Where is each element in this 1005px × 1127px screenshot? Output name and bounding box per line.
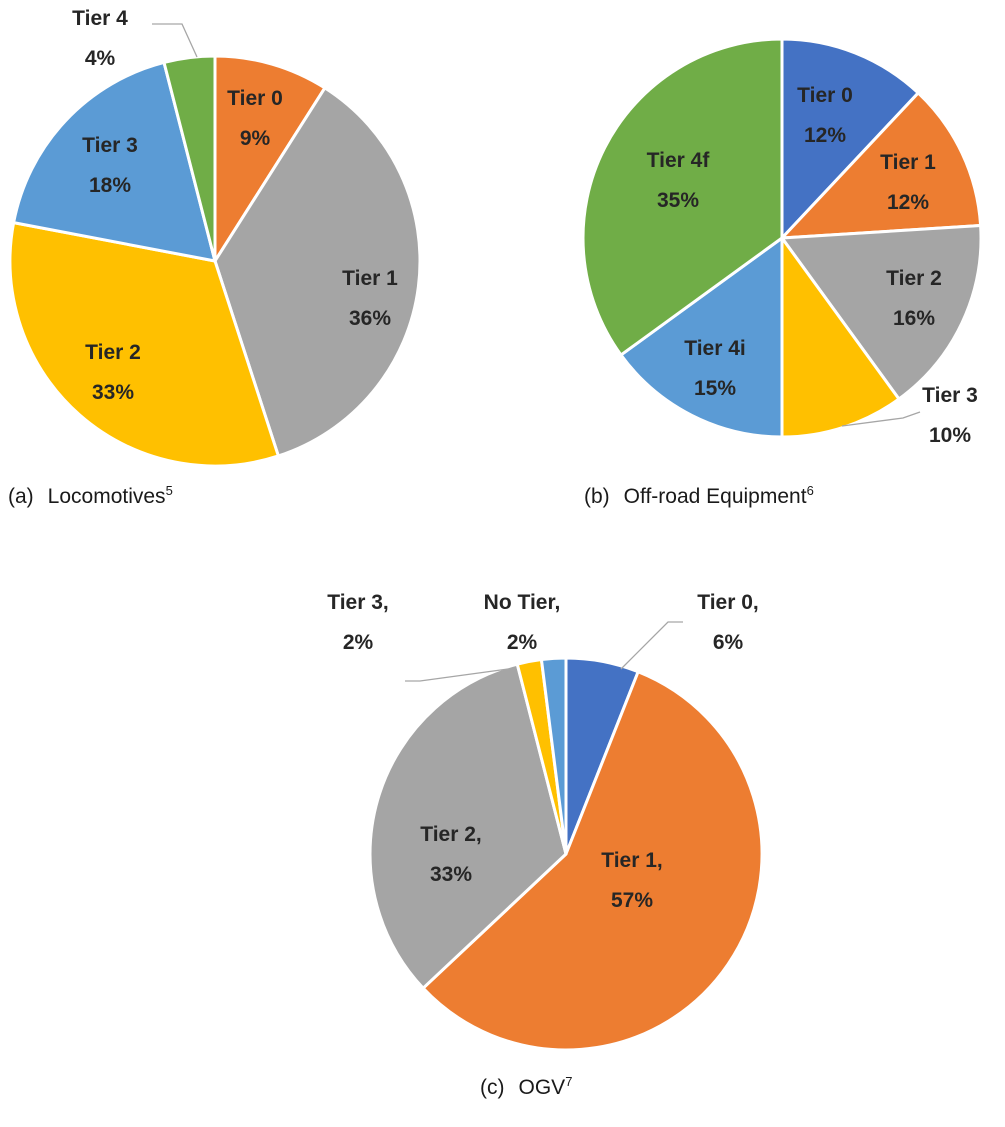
leader-line-tier-4 xyxy=(152,23,198,58)
caption-locomotives: (a) Locomotives5 xyxy=(8,483,173,509)
leader-line-tier-3 xyxy=(405,668,509,682)
slice-label-percent: 12% xyxy=(804,124,846,147)
slice-label-tier-0: Tier 0 12% xyxy=(797,84,853,147)
slice-label-name: Tier 1 xyxy=(342,267,398,290)
caption-text: OGV xyxy=(518,1076,566,1099)
pie-slice-tier-2 xyxy=(780,224,983,401)
slice-label-percent: 33% xyxy=(92,381,134,404)
pie-slice-no-tier xyxy=(539,656,568,856)
pie-slice-tier-0 xyxy=(213,54,327,263)
slice-label-name: Tier 4i xyxy=(684,337,745,360)
slice-label-percent: 33% xyxy=(430,863,472,886)
slice-label-percent: 4% xyxy=(85,47,116,70)
slice-label-tier-3: Tier 3, 2% xyxy=(327,591,388,654)
slice-label-name: Tier 1 xyxy=(880,151,936,174)
slice-label-percent: 15% xyxy=(694,377,736,400)
leader-line-tier-3 xyxy=(841,411,921,427)
caption-tag: (c) xyxy=(480,1076,505,1099)
slice-label-name: Tier 3 xyxy=(82,134,138,157)
slice-label-name: Tier 3, xyxy=(327,591,388,614)
slice-label-tier-2: Tier 2 16% xyxy=(886,267,942,330)
slice-label-percent: 2% xyxy=(343,631,374,654)
caption-text: Locomotives xyxy=(47,485,166,508)
pie-slice-tier-1 xyxy=(213,86,422,458)
slice-label-percent: 36% xyxy=(349,307,391,330)
slice-label-name: Tier 1, xyxy=(601,849,662,872)
pie-slice-tier-4i xyxy=(619,236,784,439)
pie-chart-locomotives: Tier 0 9%Tier 1 36%Tier 2 33%Tier 3 18%Tier … xyxy=(8,7,422,468)
pie-chart-off-road-equipment: Tier 0 12%Tier 1 12%Tier 2 16%Tier 3 10%Tier… xyxy=(581,37,983,447)
slice-label-name: Tier 0 xyxy=(797,84,853,107)
slice-label-percent: 18% xyxy=(89,174,131,197)
slice-label-name: No Tier, xyxy=(484,591,561,614)
slice-label-tier-4f: Tier 4f 35% xyxy=(647,149,711,212)
leader-line-tier-0 xyxy=(620,621,683,670)
caption-tag: (a) xyxy=(8,485,34,508)
caption-ogv: (c) OGV7 xyxy=(480,1074,573,1100)
caption-footnote: 7 xyxy=(565,1074,573,1089)
slice-label-percent: 10% xyxy=(929,424,971,447)
slice-label-tier-3: Tier 3 18% xyxy=(82,134,138,197)
slice-label-tier-1: Tier 1, 57% xyxy=(601,849,662,912)
slice-label-tier-3: Tier 3 10% xyxy=(922,384,978,447)
slice-label-tier-1: Tier 1 36% xyxy=(342,267,398,330)
caption-text: Off-road Equipment xyxy=(623,485,807,508)
pie-slice-tier-2 xyxy=(368,662,568,990)
pie-chart-ogv: Tier 0, 6%Tier 1, 57%Tier 2, 33%Tier 3, 2%No… xyxy=(327,591,764,1052)
slice-label-percent: 12% xyxy=(887,191,929,214)
slice-label-name: Tier 4 xyxy=(72,7,128,30)
slice-label-name: Tier 3 xyxy=(922,384,978,407)
slice-label-name: Tier 2 xyxy=(85,341,141,364)
slice-label-no-tier: No Tier, 2% xyxy=(484,591,561,654)
slice-label-name: Tier 2 xyxy=(886,267,942,290)
pie-slice-tier-4 xyxy=(162,54,217,263)
slice-label-percent: 35% xyxy=(657,189,699,212)
pie-slice-tier-0 xyxy=(780,37,920,240)
slice-label-percent: 9% xyxy=(240,127,271,150)
caption-tag: (b) xyxy=(584,485,610,508)
caption-off-road-equipment: (b) Off-road Equipment6 xyxy=(584,483,814,509)
slice-label-name: Tier 4f xyxy=(647,149,711,172)
slice-label-tier-4: Tier 4 4% xyxy=(72,7,128,70)
caption-footnote: 5 xyxy=(165,483,173,498)
slice-label-tier-0: Tier 0, 6% xyxy=(697,591,758,654)
slice-label-tier-1: Tier 1 12% xyxy=(880,151,936,214)
slice-label-name: Tier 2, xyxy=(420,823,481,846)
pie-slice-tier-3 xyxy=(12,60,217,263)
slice-label-percent: 16% xyxy=(893,307,935,330)
slice-label-percent: 57% xyxy=(611,889,653,912)
slice-label-percent: 2% xyxy=(507,631,538,654)
slice-label-tier-2: Tier 2 33% xyxy=(85,341,141,404)
slice-label-tier-2: Tier 2, 33% xyxy=(420,823,481,886)
pie-slice-tier-4f xyxy=(581,37,784,357)
pie-slice-tier-1 xyxy=(780,91,983,240)
pie-slice-tier-1 xyxy=(421,670,764,1052)
slice-label-percent: 6% xyxy=(713,631,744,654)
slice-label-name: Tier 0, xyxy=(697,591,758,614)
caption-footnote: 6 xyxy=(806,483,814,498)
slice-label-name: Tier 0 xyxy=(227,87,283,110)
pie-slice-tier-3 xyxy=(780,236,901,439)
pie-slice-tier-2 xyxy=(8,221,280,468)
slice-label-tier-4i: Tier 4i 15% xyxy=(684,337,745,400)
slice-label-tier-0: Tier 0 9% xyxy=(227,87,283,150)
